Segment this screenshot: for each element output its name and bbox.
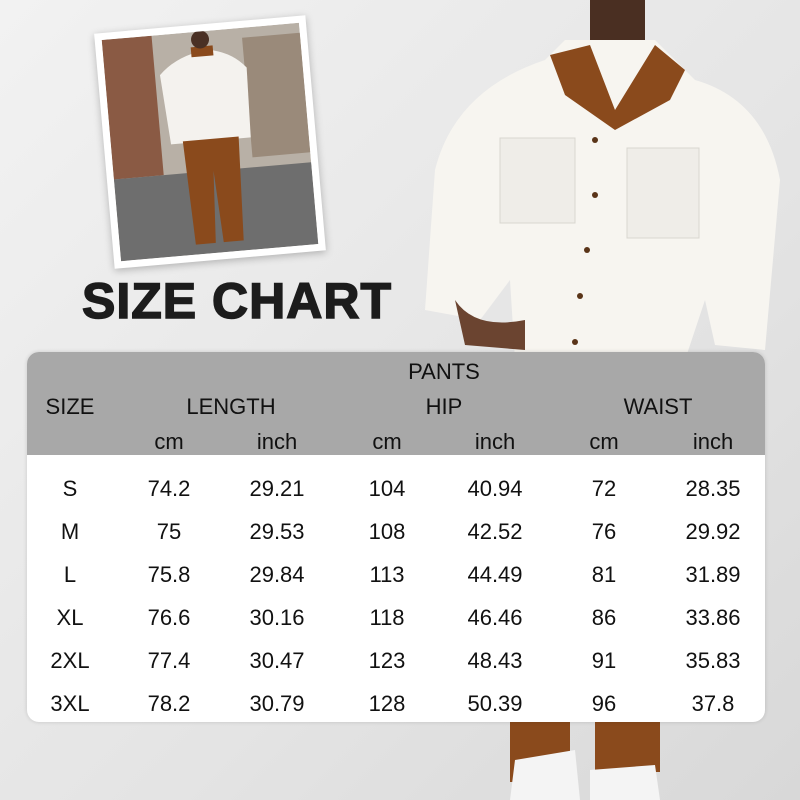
table-cell: 35.83 <box>685 648 741 673</box>
table-cell: 29.21 <box>249 476 305 501</box>
table-cell: 28.35 <box>685 476 741 501</box>
size-chart-title: SIZE CHART <box>81 272 392 330</box>
column-header-hip: HIP <box>425 394 463 419</box>
table-cell: 44.49 <box>467 562 523 587</box>
table-cell: 123 <box>368 648 406 673</box>
table-cell: 108 <box>368 519 406 544</box>
table-cell: 104 <box>368 476 406 501</box>
table-cell: 91 <box>591 648 617 673</box>
table-cell: 29.53 <box>249 519 305 544</box>
size-label: 2XL <box>50 648 90 673</box>
table-cell: 42.52 <box>467 519 523 544</box>
table-cell: 33.86 <box>685 605 741 630</box>
table-cell: 74.2 <box>147 476 191 501</box>
size-label: L <box>63 562 77 587</box>
table-cell: 29.92 <box>685 519 741 544</box>
size-table: PANTS SIZE LENGTH HIP WAIST cm inch cm inch… <box>27 352 765 722</box>
table-cell: 77.4 <box>147 648 191 673</box>
unit-header: inch <box>256 429 298 454</box>
table-cell: 128 <box>368 691 406 716</box>
table-cell: 48.43 <box>467 648 523 673</box>
table-cell: 118 <box>369 605 405 630</box>
unit-header: inch <box>474 429 516 454</box>
table-cell: 37.8 <box>691 691 735 716</box>
model-photo <box>425 0 780 800</box>
size-label: XL <box>56 605 84 630</box>
table-cell: 46.46 <box>467 605 523 630</box>
table-cell: 29.84 <box>249 562 305 587</box>
table-cell: 86 <box>591 605 617 630</box>
table-cell: 50.39 <box>467 691 523 716</box>
size-label: M <box>60 519 80 544</box>
outfit-photo <box>94 15 326 269</box>
table-cell: 30.16 <box>249 605 305 630</box>
table-cell: 72 <box>591 476 617 501</box>
unit-header: cm <box>154 429 184 454</box>
table-cell: 113 <box>369 562 405 587</box>
table-cell: 76.6 <box>147 605 191 630</box>
group-header-pants: PANTS <box>408 359 480 384</box>
unit-header: cm <box>372 429 402 454</box>
table-cell: 40.94 <box>467 476 523 501</box>
table-cell: 96 <box>591 691 617 716</box>
unit-header: inch <box>692 429 734 454</box>
table-cell: 30.79 <box>249 691 305 716</box>
table-cell: 75.8 <box>147 562 191 587</box>
table-cell: 76 <box>591 519 617 544</box>
column-header-size: SIZE <box>45 394 95 419</box>
size-label: 3XL <box>50 691 90 716</box>
table-cell: 31.89 <box>685 562 741 587</box>
size-label: S <box>62 476 78 501</box>
table-cell: 81 <box>591 562 617 587</box>
table-cell: 78.2 <box>147 691 191 716</box>
table-cell: 75 <box>156 519 182 544</box>
column-header-length: LENGTH <box>186 394 276 419</box>
column-header-waist: WAIST <box>623 394 693 419</box>
unit-header: cm <box>589 429 619 454</box>
table-cell: 30.47 <box>249 648 305 673</box>
table-header <box>27 352 765 455</box>
